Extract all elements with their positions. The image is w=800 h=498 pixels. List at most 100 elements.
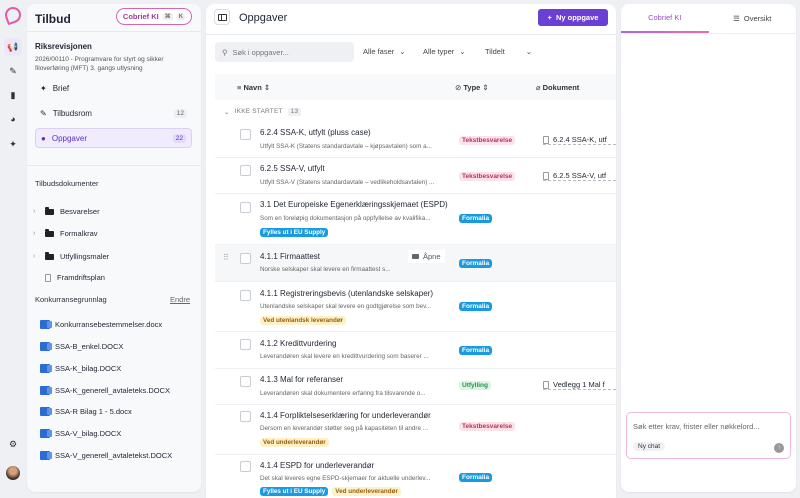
search-icon: ⚲ bbox=[222, 47, 228, 57]
word-doc-icon bbox=[40, 429, 52, 438]
gear-icon[interactable]: ⚙ bbox=[8, 438, 18, 449]
new-task-label: Ny oppgave bbox=[555, 13, 599, 22]
table-row[interactable]: 6.2.5 SSA-V, utfylt Utfylt SSA-V (Staten… bbox=[215, 158, 616, 194]
table-row[interactable]: ⠿ 4.1.1 Firmaattest Norske selskaper ska… bbox=[215, 245, 616, 282]
filter-phases[interactable]: Alle faser ⌄ bbox=[363, 47, 406, 56]
folder-formalkrav[interactable]: › Formalkrav bbox=[33, 228, 98, 238]
nav-oppgaver[interactable]: ● Oppgaver 22 bbox=[35, 128, 192, 148]
toggle-sidebar-button[interactable] bbox=[214, 9, 230, 25]
shortcut-key: K bbox=[176, 13, 186, 20]
file-icon bbox=[45, 273, 51, 282]
cobrief-button[interactable]: Cobrief KI ⌘ K bbox=[116, 8, 192, 25]
plus-icon: + bbox=[547, 13, 552, 22]
filter-types[interactable]: Alle typer ⌄ bbox=[423, 47, 466, 56]
paperclip-icon: ⌀ bbox=[536, 82, 541, 92]
new-task-button[interactable]: + Ny oppgave bbox=[538, 9, 608, 26]
doc-label: SSA-B_enkel.DOCX bbox=[55, 342, 124, 351]
row-title: 4.1.4 Forpliktelseserklæring for underle… bbox=[260, 411, 431, 420]
tab-oversikt[interactable]: ☰ Oversikt bbox=[709, 4, 797, 33]
chevron-right-icon: › bbox=[33, 230, 36, 237]
table-row[interactable]: 4.1.4 Forpliktelseserklæring for underle… bbox=[215, 405, 616, 455]
send-icon[interactable]: ↑ bbox=[774, 443, 784, 453]
folder-icon bbox=[45, 228, 54, 237]
edit-icon[interactable]: ✎ bbox=[9, 65, 17, 76]
row-desc: Utenlandske selskaper skal levere en god… bbox=[260, 303, 432, 310]
divider bbox=[27, 31, 201, 32]
megaphone-icon[interactable]: 📢 bbox=[4, 38, 22, 56]
chart-icon[interactable]: ▮ bbox=[10, 89, 16, 100]
table-row[interactable]: 4.1.3 Mal for referanser Leverandøren sk… bbox=[215, 369, 616, 405]
doc-label: SSA-K_bilag.DOCX bbox=[55, 364, 122, 373]
chat-input[interactable]: Søk etter krav, frister eller nøkkelord.… bbox=[626, 412, 791, 459]
shortcut-cmd: ⌘ bbox=[162, 13, 173, 20]
tab-cobrief[interactable]: Cobrief KI bbox=[621, 4, 709, 33]
basis-doc[interactable]: SSA-B_enkel.DOCX bbox=[40, 342, 123, 351]
new-chat-button[interactable]: Ny chat bbox=[633, 442, 666, 451]
row-title: 6.2.4 SSA-K, utfylt (pluss case) bbox=[260, 128, 371, 137]
basis-section-title: Konkurransegrunnlag bbox=[35, 295, 107, 304]
filter-assigned[interactable]: Tildelt ⌄ bbox=[485, 47, 532, 56]
doc-link[interactable]: Vedlegg 1 Mal f bbox=[543, 380, 616, 390]
endre-link[interactable]: Endre bbox=[170, 295, 191, 304]
file-framdriftsplan[interactable]: Framdriftsplan bbox=[45, 273, 105, 282]
file-label: Framdriftsplan bbox=[57, 273, 105, 282]
table-row[interactable]: 4.1.2 Kredittvurdering Leverandøren skal… bbox=[215, 332, 616, 369]
basis-doc[interactable]: SSA-K_bilag.DOCX bbox=[40, 364, 121, 373]
group-header[interactable]: ⌄ IKKE STARTET 13 bbox=[224, 108, 302, 116]
nav-tilbudsrom[interactable]: ✎ Tilbudsrom 12 bbox=[35, 103, 192, 123]
table-row[interactable]: 4.1.1 Registreringsbevis (utenlandske se… bbox=[215, 282, 616, 332]
drag-handle-icon[interactable]: ⠿ bbox=[223, 253, 229, 262]
row-checkbox[interactable] bbox=[240, 253, 251, 264]
avatar[interactable] bbox=[6, 466, 20, 480]
col-name-label: Navn bbox=[243, 82, 262, 92]
chevron-right-icon: › bbox=[33, 208, 36, 215]
row-checkbox[interactable] bbox=[240, 376, 251, 387]
doc-link-label: 6.2.4 SSA-K, utf bbox=[553, 135, 607, 144]
doc-link-label: 6.2.5 SSA-V, utf bbox=[553, 171, 607, 180]
col-name[interactable]: ≡ Navn ⇕ bbox=[237, 82, 271, 92]
basis-doc[interactable]: SSA-K_generell_avtaleteks.DOCX bbox=[40, 386, 170, 395]
type-badge: Formalia bbox=[459, 473, 493, 482]
basis-doc[interactable]: SSA-V_bilag.DOCX bbox=[40, 429, 121, 438]
table-row[interactable]: 3.1 Det Europeiske Egenerklæringsskjemae… bbox=[215, 194, 616, 245]
edit-icon: ✎ bbox=[40, 108, 47, 118]
folder-label: Formalkrav bbox=[60, 229, 98, 238]
basis-doc[interactable]: Konkurransebestemmelser.docx bbox=[40, 320, 162, 329]
row-checkbox[interactable] bbox=[240, 411, 251, 422]
tasks-panel: Oppgaver + Ny oppgave ⚲ Søk i oppgaver... … bbox=[206, 4, 616, 498]
col-type-label: Type bbox=[463, 82, 481, 92]
type-badge: Tekstbesvarelse bbox=[459, 172, 516, 181]
row-title: 4.1.1 Registreringsbevis (utenlandske se… bbox=[260, 289, 433, 298]
word-doc-icon bbox=[40, 320, 52, 329]
file-icon bbox=[543, 135, 549, 144]
row-desc: Utfylt SSA-V (Statens standardavtale – v… bbox=[260, 179, 435, 186]
row-checkbox[interactable] bbox=[240, 202, 251, 213]
assistant-tabs: Cobrief KI ☰ Oversikt bbox=[621, 4, 796, 34]
row-checkbox[interactable] bbox=[240, 165, 251, 176]
folder-utfyllingsmaler[interactable]: › Utfyllingsmaler bbox=[33, 251, 109, 261]
nav-label: Tilbudsrom bbox=[52, 108, 92, 118]
col-type[interactable]: ⊘ Type ⇕ bbox=[455, 82, 489, 92]
table-row[interactable]: 6.2.4 SSA-K, utfylt (pluss case) Utfylt … bbox=[215, 121, 616, 158]
doc-link[interactable]: 6.2.4 SSA-K, utf bbox=[543, 135, 616, 145]
row-checkbox[interactable] bbox=[240, 129, 251, 140]
group-label: IKKE STARTET bbox=[234, 108, 283, 115]
row-desc: Utfylt SSA-K (Statens standardavtale – k… bbox=[260, 143, 432, 150]
doc-link[interactable]: 6.2.5 SSA-V, utf bbox=[543, 171, 616, 181]
row-checkbox[interactable] bbox=[240, 461, 251, 472]
row-checkbox[interactable] bbox=[240, 339, 251, 350]
search-input[interactable]: ⚲ Søk i oppgaver... bbox=[215, 42, 354, 62]
app-logo-icon[interactable] bbox=[2, 4, 24, 26]
basis-doc[interactable]: SSA-R Bilag 1 - 5.docx bbox=[40, 407, 132, 416]
nav-brief[interactable]: ✦ Brief bbox=[35, 78, 192, 98]
pie-chart-icon[interactable]: ◕ bbox=[10, 114, 16, 124]
open-button[interactable]: Åpne bbox=[408, 250, 445, 263]
nav-count: 22 bbox=[172, 133, 186, 143]
folder-besvarelser[interactable]: › Besvarelser bbox=[33, 206, 100, 216]
row-checkbox[interactable] bbox=[240, 290, 251, 301]
basis-doc[interactable]: SSA-V_generell_avtaletekst.DOCX bbox=[40, 451, 172, 460]
sparkles-icon[interactable]: ✦ bbox=[9, 138, 17, 149]
table-row[interactable]: 4.1.4 ESPD for underleverandør Det skal … bbox=[215, 455, 616, 498]
filter-label: Tildelt bbox=[485, 47, 505, 56]
col-document[interactable]: ⌀ Dokument bbox=[536, 83, 579, 92]
